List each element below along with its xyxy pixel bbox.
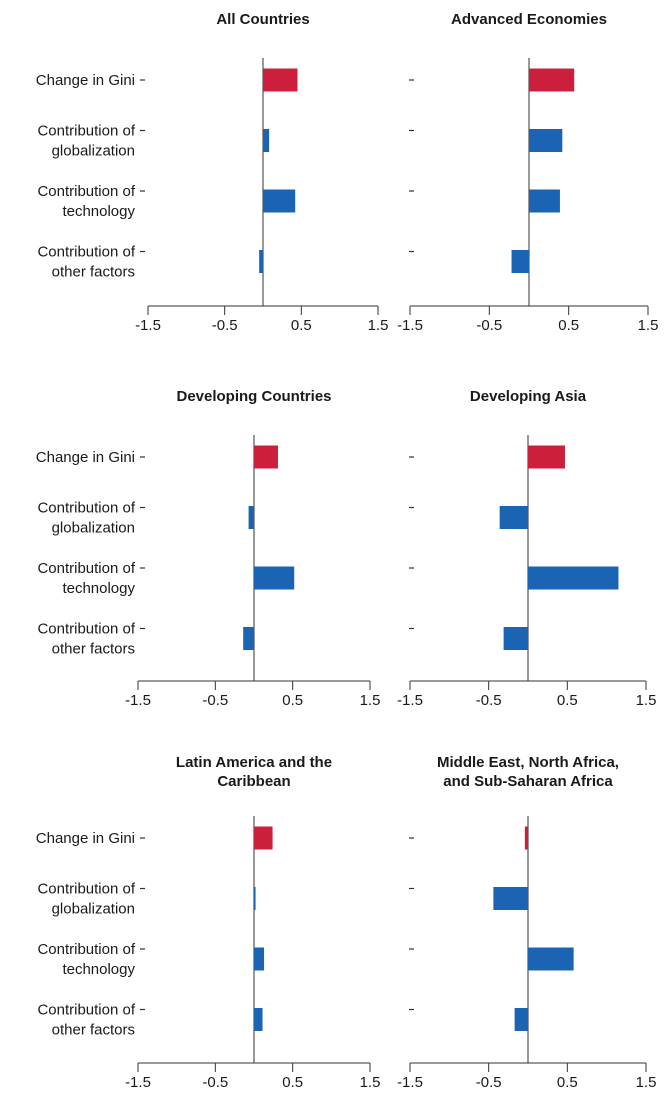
category-label: Contribution of — [37, 183, 135, 200]
bar-change-in-gini — [524, 826, 528, 850]
x-tick-label: 1.5 — [638, 317, 659, 334]
panel-title: Developing Countries — [176, 388, 331, 405]
bar-contribution-of-other-factors — [259, 250, 263, 273]
category-label: Contribution of — [37, 123, 135, 140]
panel-title: Middle East, North Africa, — [437, 754, 619, 771]
category-label: other factors — [52, 1022, 135, 1039]
bar-contribution-of-other-factors — [243, 627, 254, 650]
x-tick-label: 0.5 — [282, 692, 303, 709]
category-label: Contribution of — [37, 1002, 135, 1019]
bar-contribution-of-other-factors — [503, 627, 528, 650]
chart-panel-5: Latin America and the Caribbean -1.5 -0.5 0.… — [36, 754, 381, 1091]
category-label: globalization — [52, 143, 135, 160]
chart-panel-4: Developing Asia -1.5 -0.5 0.5 1.5 — [397, 388, 656, 709]
bar-contribution-of-other-factors — [511, 250, 529, 273]
chart-panel-1: All Countries -1.5 -0.5 0.5 1.5 Change in Gin… — [36, 11, 389, 334]
x-tick-label: -1.5 — [125, 692, 151, 709]
bar-contribution-of-technology — [528, 947, 574, 971]
chart-panel-2: Advanced Economies -1.5 -0.5 0.5 1.5 — [397, 11, 658, 334]
x-tick-label: 1.5 — [636, 692, 657, 709]
x-tick-label: 0.5 — [557, 692, 578, 709]
x-tick-label: -1.5 — [397, 1074, 423, 1091]
x-tick-label: 1.5 — [360, 692, 381, 709]
x-tick-label: -1.5 — [397, 692, 423, 709]
category-label: Contribution of — [37, 500, 135, 517]
x-tick-label: -0.5 — [476, 1074, 502, 1091]
x-tick-label: 1.5 — [368, 317, 389, 334]
x-tick-label: -1.5 — [135, 317, 161, 334]
bar-contribution-of-globalization — [248, 506, 254, 529]
category-label: Change in Gini — [36, 72, 135, 89]
x-tick-label: 1.5 — [360, 1074, 381, 1091]
chart-panel-3: Developing Countries -1.5 -0.5 0.5 1.5 Change… — [36, 388, 381, 709]
bar-contribution-of-globalization — [529, 129, 563, 152]
panel-title: Developing Asia — [470, 388, 587, 405]
category-label: globalization — [52, 901, 135, 918]
panel-title: Latin America and the — [176, 754, 332, 771]
bar-contribution-of-other-factors — [514, 1008, 528, 1031]
bar-change-in-gini — [254, 826, 273, 850]
category-label: technology — [62, 203, 135, 220]
x-tick-label: 1.5 — [636, 1074, 657, 1091]
bar-contribution-of-globalization — [263, 129, 270, 152]
bar-contribution-of-technology — [263, 189, 296, 213]
panel-title: and Sub-Saharan Africa — [443, 773, 613, 790]
category-label: Contribution of — [37, 621, 135, 638]
category-label: other factors — [52, 641, 135, 658]
category-label: Change in Gini — [36, 449, 135, 466]
category-label: Contribution of — [37, 881, 135, 898]
category-label: globalization — [52, 520, 135, 537]
category-label: Contribution of — [37, 244, 135, 261]
x-tick-label: 0.5 — [291, 317, 312, 334]
bar-contribution-of-globalization — [499, 506, 528, 529]
category-label: Contribution of — [37, 560, 135, 577]
bar-contribution-of-globalization — [493, 887, 528, 910]
bar-contribution-of-technology — [254, 947, 265, 971]
x-tick-label: -0.5 — [476, 317, 502, 334]
x-tick-label: 0.5 — [557, 1074, 578, 1091]
x-tick-label: -0.5 — [202, 692, 228, 709]
x-tick-label: -0.5 — [202, 1074, 228, 1091]
x-tick-label: -1.5 — [397, 317, 423, 334]
bar-contribution-of-technology — [529, 189, 560, 213]
bar-contribution-of-globalization — [254, 887, 256, 910]
x-tick-label: -0.5 — [476, 692, 502, 709]
x-tick-label: -1.5 — [125, 1074, 151, 1091]
panel-title: All Countries — [216, 11, 309, 28]
bar-change-in-gini — [263, 68, 298, 92]
bar-contribution-of-technology — [528, 566, 619, 590]
category-label: technology — [62, 961, 135, 978]
bar-change-in-gini — [254, 445, 278, 469]
category-label: Contribution of — [37, 941, 135, 958]
panel-title: Advanced Economies — [451, 11, 607, 28]
category-label: other factors — [52, 264, 135, 281]
bar-change-in-gini — [528, 445, 565, 469]
x-tick-label: -0.5 — [212, 317, 238, 334]
chart-panel-6: Middle East, North Africa, and Sub-Sahara… — [397, 754, 656, 1091]
bar-change-in-gini — [529, 68, 575, 92]
category-label: technology — [62, 580, 135, 597]
x-tick-label: 0.5 — [558, 317, 579, 334]
bar-contribution-of-technology — [254, 566, 295, 590]
bar-contribution-of-other-factors — [254, 1008, 263, 1031]
panel-title: Caribbean — [217, 773, 290, 790]
category-label: Change in Gini — [36, 830, 135, 847]
x-tick-label: 0.5 — [282, 1074, 303, 1091]
